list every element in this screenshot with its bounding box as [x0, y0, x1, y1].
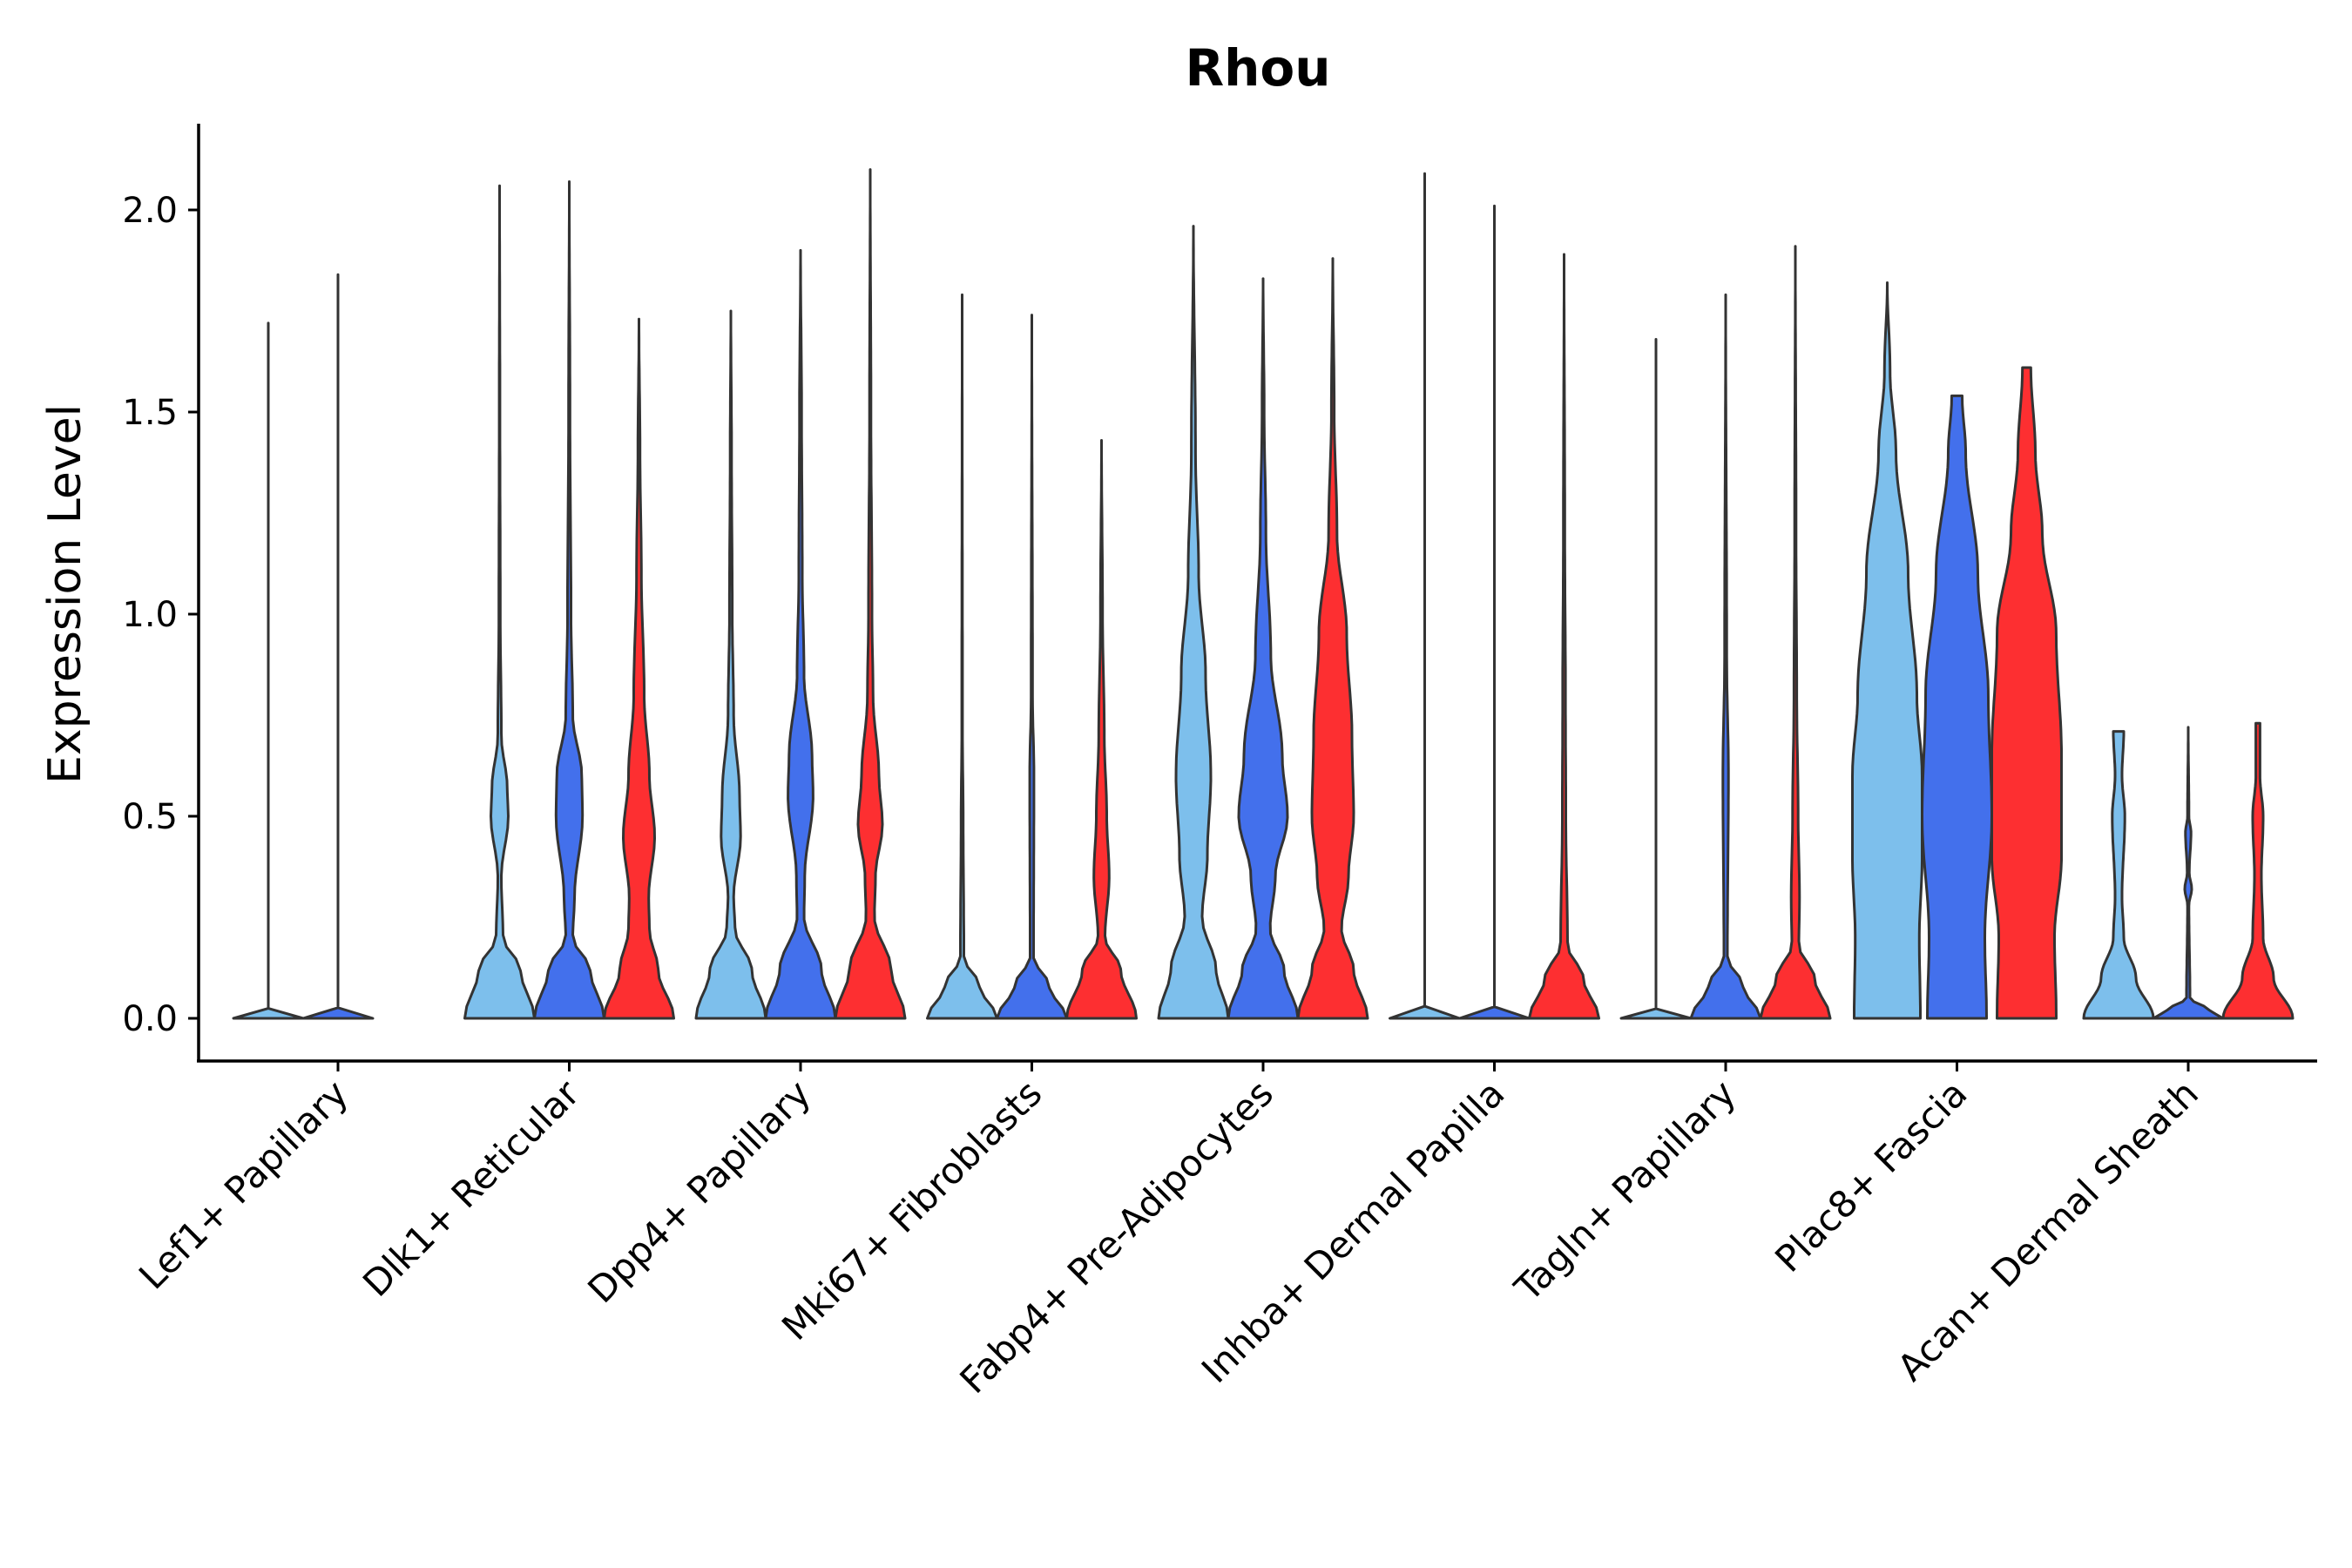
violin-group1: [463, 184, 536, 1020]
violin-group1: [1157, 225, 1230, 1020]
violin-group2: [764, 248, 837, 1020]
x-category-label: Dpp4+ Papillary: [579, 1071, 819, 1311]
y-axis-ticks: 0.0 0.5 1.0 1.5 2.0: [122, 191, 199, 1039]
x-category-label: Plac8+ Fascia: [1767, 1071, 1975, 1280]
y-tick-label: 0.5: [122, 797, 178, 837]
x-category-label: Lef1+ Papillary: [131, 1071, 356, 1297]
x-category-label: Tagln+ Papillary: [1506, 1071, 1744, 1309]
violin-group2: [301, 273, 375, 1020]
violin-group1: [1389, 172, 1461, 1020]
violin-group2: [1921, 394, 1993, 1020]
violin-group2: [2152, 726, 2225, 1020]
violin-group3: [1990, 366, 2063, 1020]
violin-group2: [1689, 293, 1762, 1020]
violins: [232, 168, 2295, 1020]
violin-group2: [533, 180, 605, 1020]
violin-group3: [834, 168, 907, 1020]
violin-group3: [603, 317, 675, 1020]
chart-title: Rhou: [1185, 38, 1330, 98]
violin-group1: [1619, 338, 1693, 1020]
violin-group3: [1296, 257, 1369, 1020]
x-category-label: Dlk1+ Reticular: [355, 1071, 588, 1305]
x-category-label: Mki67+ Fibroblasts: [774, 1071, 1050, 1348]
y-tick-label: 1.5: [122, 393, 178, 433]
violin-group1: [2082, 730, 2155, 1020]
y-tick-label: 1.0: [122, 595, 178, 635]
violin-group2: [1227, 277, 1300, 1020]
y-axis-label: Expression Level: [39, 404, 91, 784]
violin-group1: [1851, 281, 1923, 1020]
y-tick-label: 0.0: [122, 999, 178, 1039]
violin-group3: [1759, 245, 1832, 1020]
violin-group3: [1528, 253, 1600, 1020]
violin-group1: [694, 309, 767, 1020]
violin-group2: [1458, 204, 1531, 1020]
violin-group1: [232, 321, 305, 1020]
violin-group3: [1065, 439, 1138, 1020]
violin-group1: [926, 293, 998, 1020]
violin-group3: [2221, 721, 2295, 1020]
y-tick-label: 2.0: [122, 191, 178, 231]
violin-group2: [996, 314, 1068, 1020]
